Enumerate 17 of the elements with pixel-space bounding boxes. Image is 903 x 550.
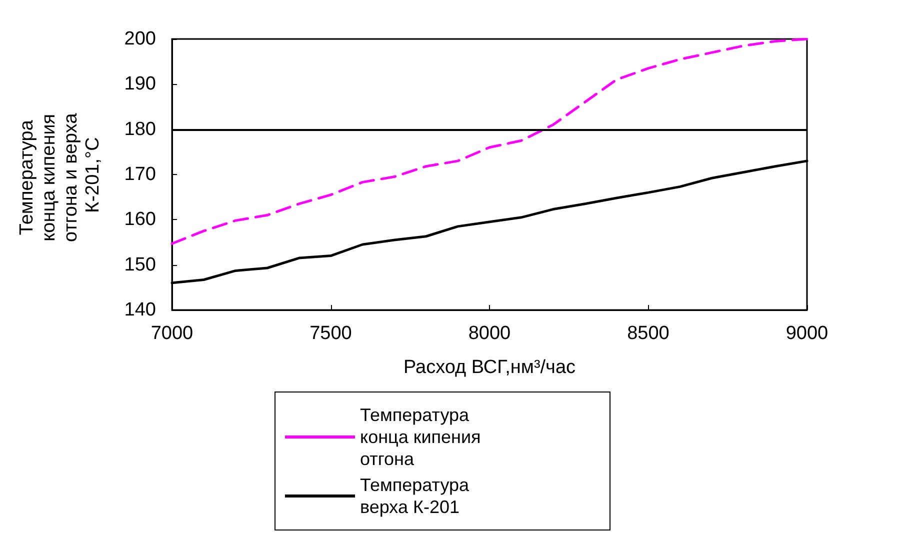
line-series: [170, 38, 808, 245]
x-tick-label: 7000: [150, 323, 194, 344]
y-tick-label: 180: [124, 118, 156, 140]
y-axis-title: Температура конца кипения отгона и верха К-201,°С: [16, 108, 104, 242]
y-tick-label: 150: [124, 254, 156, 276]
y-tick-label: 160: [124, 209, 156, 230]
legend-label: Температура конца кипения отгона: [360, 405, 486, 469]
x-tick-label: 7500: [310, 323, 352, 344]
legend-label: Температура верха К-201: [360, 475, 474, 517]
x-tick-label: 9000: [786, 323, 828, 344]
y-tick-label: 190: [124, 74, 156, 95]
y-tick-label: 140: [124, 300, 156, 320]
x-tick-label: 8500: [627, 323, 670, 344]
y-tick-label: 170: [124, 164, 156, 185]
x-tick-label: 8000: [468, 323, 511, 344]
x-axis-title: Расход ВСГ,нм³/час: [403, 357, 576, 378]
y-tick-label: 200: [124, 28, 156, 50]
